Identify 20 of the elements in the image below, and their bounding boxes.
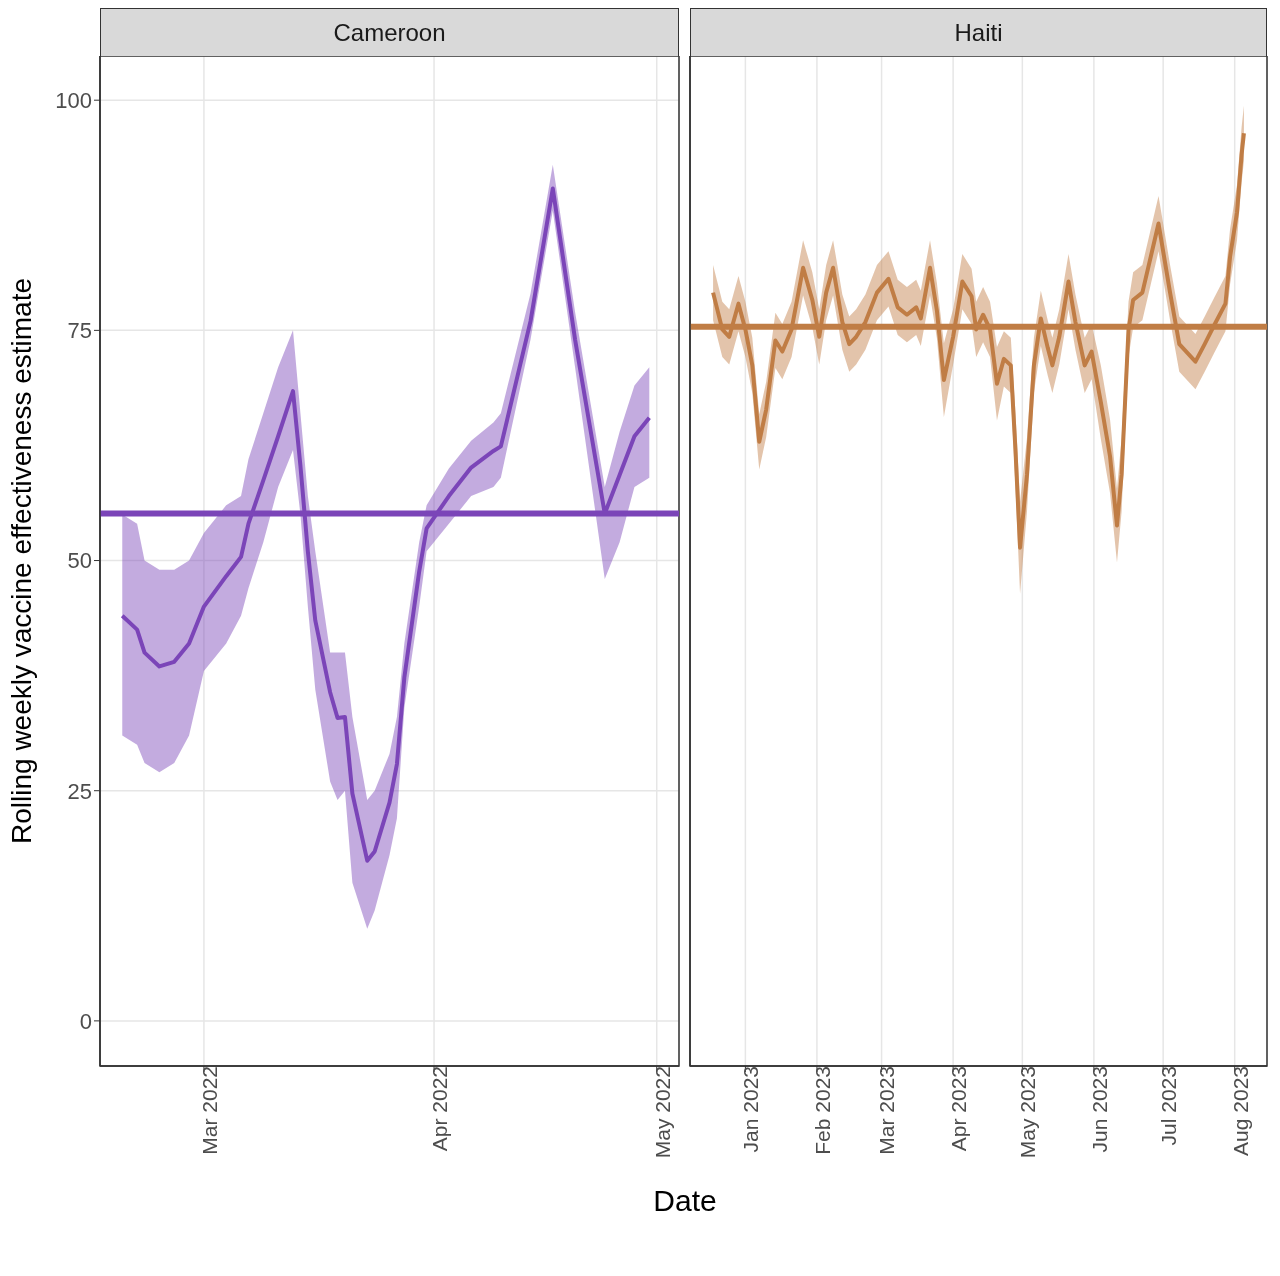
y-tick-label: 75 — [67, 318, 92, 344]
x-tick-label: Apr 2023 — [947, 1066, 971, 1152]
chart-title: Haiti — [690, 8, 1267, 56]
x-tick-label: Feb 2023 — [810, 1066, 834, 1155]
y-axis-title: Rolling weekly vaccine effectiveness estimate — [5, 278, 37, 844]
x-tick-label: Apr 2022 — [427, 1066, 451, 1152]
x-tick-label: Mar 2023 — [875, 1066, 899, 1155]
x-tick-label: May 2023 — [1016, 1066, 1040, 1159]
x-tick-label: May 2022 — [650, 1066, 674, 1159]
x-tick-label: Aug 2023 — [1228, 1066, 1252, 1156]
x-tick-label: Jun 2023 — [1087, 1066, 1111, 1153]
y-tick-label: 25 — [67, 778, 92, 804]
x-tick-label: Jan 2023 — [739, 1066, 763, 1153]
x-axis-title: Date — [652, 1184, 718, 1218]
x-tick-label: Jul 2023 — [1157, 1066, 1181, 1146]
y-tick-label: 100 — [55, 88, 92, 113]
x-tick-label: Mar 2022 — [197, 1066, 221, 1155]
y-tick-label: 50 — [67, 548, 92, 574]
y-tick-label: 0 — [79, 1008, 92, 1034]
chart-title: Cameroon — [100, 8, 679, 56]
